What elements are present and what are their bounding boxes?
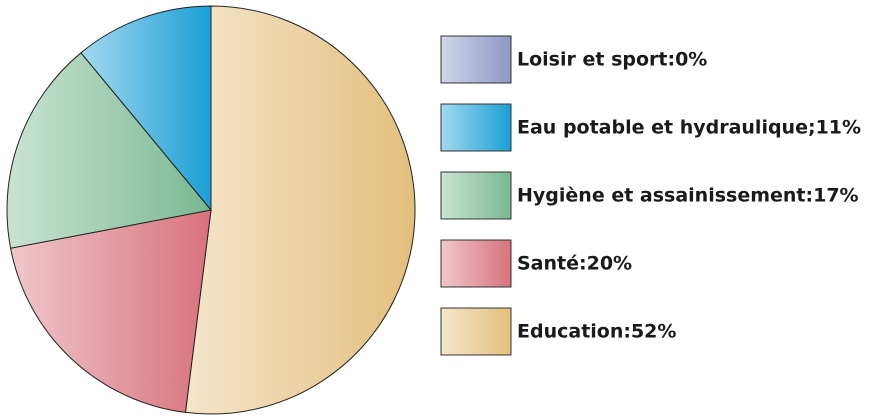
legend-swatch bbox=[440, 171, 512, 220]
pie-slice bbox=[184, 5, 416, 415]
legend-label: Eau potable et hydraulique;11% bbox=[517, 117, 861, 139]
legend-label: Education:52% bbox=[517, 321, 676, 343]
pie-slice bbox=[10, 209, 212, 413]
legend-label: Hygiène et assainissement:17% bbox=[517, 185, 859, 207]
pie-slice bbox=[80, 5, 212, 212]
legend-swatch bbox=[440, 307, 512, 356]
legend-swatch bbox=[440, 103, 512, 152]
legend-swatch bbox=[440, 239, 512, 288]
legend-swatch bbox=[440, 35, 512, 84]
legend-label: Loisir et sport:0% bbox=[517, 49, 707, 71]
pie-slice bbox=[6, 52, 212, 249]
legend-label: Santé:20% bbox=[517, 253, 632, 275]
